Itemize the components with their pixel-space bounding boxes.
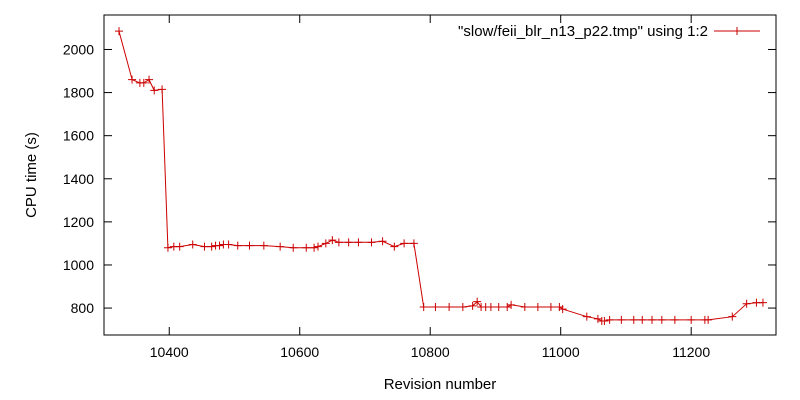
data-point: [445, 302, 454, 311]
y-tick-label: 2000: [63, 41, 94, 57]
y-tick-label: 1600: [63, 128, 94, 144]
data-point: [158, 85, 167, 94]
x-tick-label: 10400: [150, 344, 189, 360]
data-point: [629, 315, 638, 324]
data-point: [207, 242, 216, 251]
legend-label: "slow/feii_blr_n13_p22.tmp" using 1:2: [458, 23, 708, 40]
data-point: [354, 238, 363, 247]
data-point: [233, 241, 242, 250]
data-point: [334, 238, 343, 247]
data-point: [224, 240, 233, 249]
data-point: [558, 305, 567, 314]
data-point: [245, 241, 254, 250]
data-point: [605, 315, 614, 324]
data-point: [582, 312, 591, 321]
data-point: [321, 239, 330, 248]
y-tick-label: 800: [71, 300, 95, 316]
y-tick-label: 1200: [63, 214, 94, 230]
data-point: [378, 237, 387, 246]
data-point: [259, 241, 268, 250]
data-point: [163, 243, 172, 252]
data-point: [520, 302, 529, 311]
data-point: [503, 302, 512, 311]
data-point: [728, 312, 737, 321]
y-tick-label: 1000: [63, 257, 94, 273]
data-point: [687, 315, 696, 324]
data-point: [704, 315, 713, 324]
data-point: [648, 315, 657, 324]
data-point: [409, 239, 418, 248]
data-point: [431, 302, 440, 311]
data-point: [128, 75, 137, 84]
x-axis-ticks: 10400 10600 10800 11000 11200: [150, 15, 710, 360]
data-point: [507, 300, 516, 309]
data-point: [344, 238, 353, 247]
data-point: [657, 315, 666, 324]
data-point: [139, 78, 148, 87]
data-point: [593, 314, 602, 323]
data-point: [670, 315, 679, 324]
data-point: [458, 302, 467, 311]
data-point: [390, 242, 399, 251]
x-tick-label: 11000: [542, 344, 580, 360]
data-point: [486, 302, 495, 311]
y-axis-title: CPU time (s): [23, 132, 40, 218]
data-point: [302, 243, 311, 252]
data-point: [150, 86, 159, 95]
data-point: [367, 238, 376, 247]
y-axis-ticks: 800 1000 1200 1400 1600 1800 2000: [63, 41, 776, 316]
data-point: [215, 241, 224, 250]
plot-frame: [103, 14, 777, 336]
data-point: [400, 239, 409, 248]
data-point: [468, 301, 477, 310]
data-point: [742, 299, 751, 308]
data-point: [758, 298, 767, 307]
data-point: [546, 302, 555, 311]
x-axis-title: Revision number: [384, 376, 497, 393]
data-point: [115, 27, 124, 36]
data-point: [617, 315, 626, 324]
series-line: [118, 31, 763, 322]
data-point: [555, 302, 564, 311]
data-point: [638, 315, 647, 324]
legend-swatch-marker: [733, 27, 741, 35]
x-tick-label: 10800: [411, 344, 450, 360]
data-point: [600, 316, 609, 325]
data-point: [200, 242, 209, 251]
legend: "slow/feii_blr_n13_p22.tmp" using 1:2: [458, 23, 760, 40]
data-point: [419, 302, 428, 311]
y-tick-label: 1800: [63, 85, 94, 101]
data-point: [494, 302, 503, 311]
data-point: [328, 236, 337, 245]
x-tick-label: 11200: [672, 344, 710, 360]
data-point: [313, 242, 322, 251]
data-point: [533, 302, 542, 311]
x-tick-label: 10600: [280, 344, 319, 360]
y-tick-label: 1400: [63, 171, 94, 187]
data-point: [289, 243, 298, 252]
data-point: [310, 243, 319, 252]
data-markers: [115, 27, 767, 325]
data-point: [188, 240, 197, 249]
data-point: [276, 242, 285, 251]
data-point: [473, 297, 482, 306]
data-point: [175, 242, 184, 251]
data-point: [145, 75, 154, 84]
